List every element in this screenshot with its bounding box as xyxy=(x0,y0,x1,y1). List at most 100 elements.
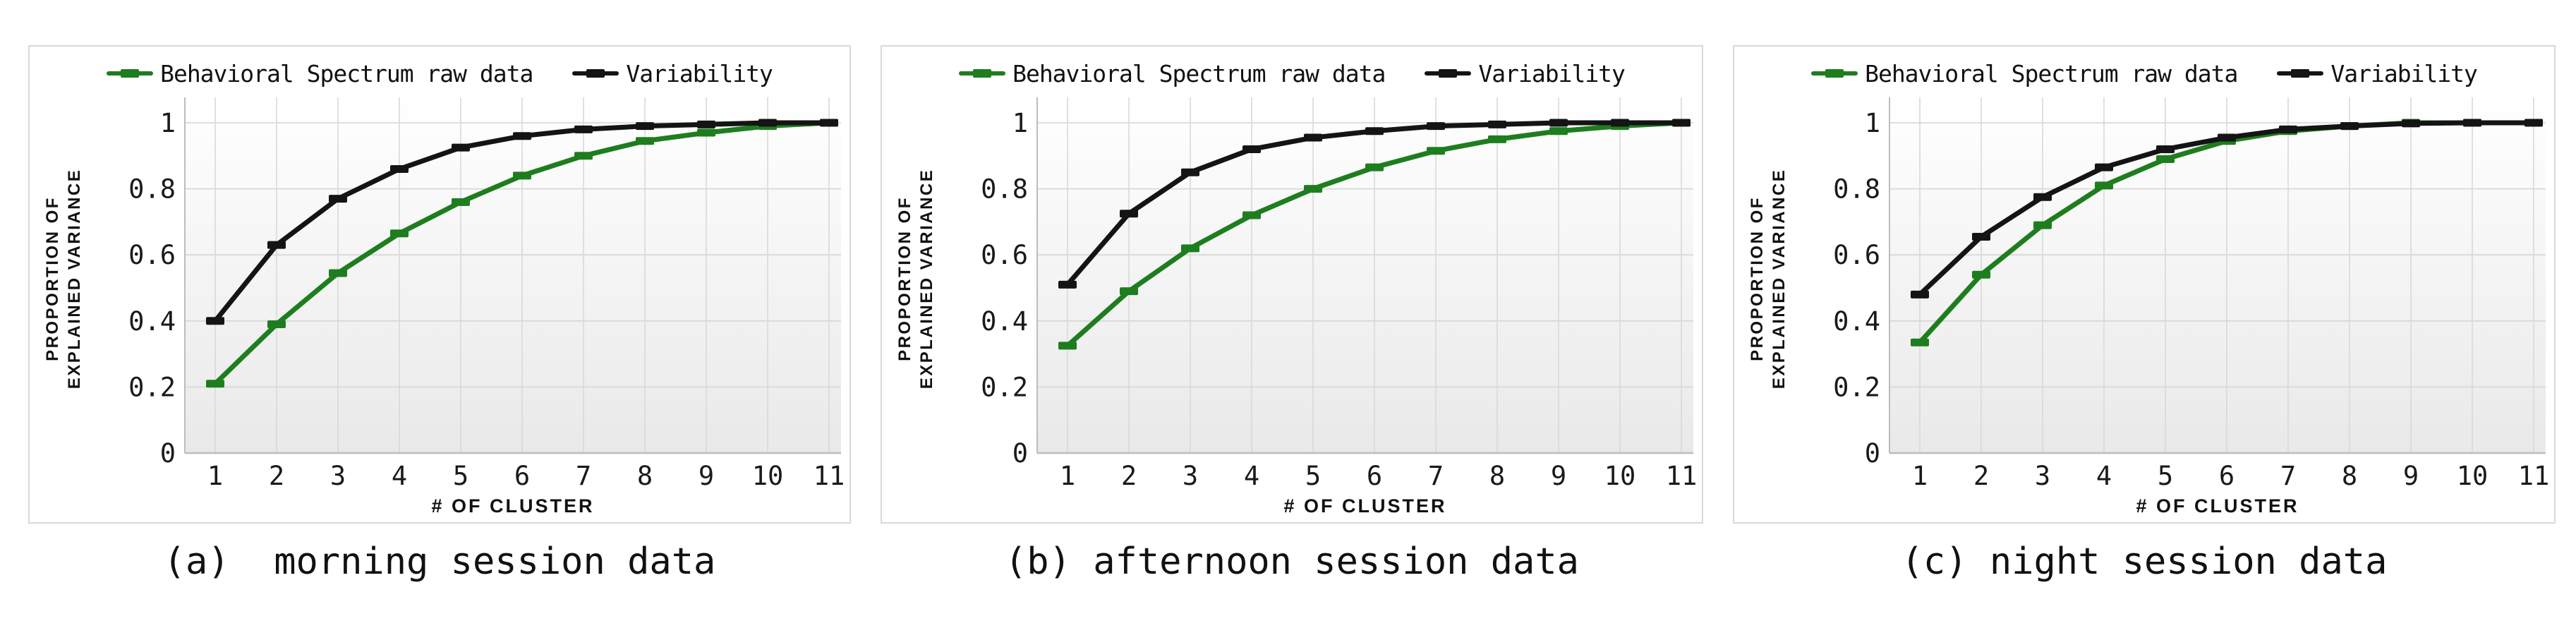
series-marker xyxy=(1120,210,1138,218)
x-tick-label: 6 xyxy=(514,461,530,491)
y-axis-title-line1: PROPORTION OF xyxy=(42,196,62,361)
legend-item-variability: Variability xyxy=(572,60,773,88)
y-tick-label: 0 xyxy=(1865,438,1880,469)
series-marker xyxy=(1058,342,1077,350)
series-marker xyxy=(2095,181,2113,190)
line-chart-afternoon: 00.20.40.60.811 2 3 4 5 6 7 8 9 10 11# OF CLUSTER xyxy=(981,97,1697,515)
caption-morning: (a) morning session data xyxy=(163,541,716,583)
x-tick-label: 2 xyxy=(1121,461,1137,491)
series-marker xyxy=(329,195,347,203)
y-tick-label: 1 xyxy=(1865,108,1880,138)
x-tick-label: 4 xyxy=(1244,461,1259,491)
x-tick-label: 7 xyxy=(2280,461,2296,491)
series-marker xyxy=(1181,244,1199,253)
y-tick-label: 0.8 xyxy=(981,174,1028,205)
y-tick-label: 0.2 xyxy=(128,372,176,402)
x-tick-label: 11 xyxy=(2518,461,2549,491)
series-marker xyxy=(452,143,470,152)
x-tick-label: 9 xyxy=(1551,461,1566,491)
legend-item-behavioral: Behavioral Spectrum raw data xyxy=(107,60,533,88)
series-marker xyxy=(2156,155,2175,163)
y-tick-label: 0.8 xyxy=(128,174,176,205)
x-tick-label: 10 xyxy=(2457,461,2489,491)
y-axis-title: PROPORTION OF EXPLAINED VARIANCE xyxy=(30,92,97,466)
line-chart-morning: 00.20.40.60.811 2 3 4 5 6 7 8 9 10 11# OF CLUSTER xyxy=(128,97,845,515)
series-marker xyxy=(2279,125,2297,133)
chart-panel-morning: Behavioral Spectrum raw data Variability… xyxy=(28,45,851,524)
y-tick-label: 0.4 xyxy=(1833,306,1880,337)
series-marker xyxy=(1911,338,1929,346)
series-marker xyxy=(513,132,531,140)
y-tick-label: 0.2 xyxy=(981,372,1028,402)
series-marker xyxy=(758,119,777,127)
legend-label-behavioral: Behavioral Spectrum raw data xyxy=(1865,59,2238,88)
y-tick-label: 0 xyxy=(160,438,176,469)
x-tick-label: 2 xyxy=(1973,461,1989,491)
plot-background xyxy=(1037,97,1693,453)
y-tick-label: 0.4 xyxy=(128,306,176,337)
x-axis-title: # OF CLUSTER xyxy=(1283,495,1446,515)
series-marker xyxy=(1427,122,1445,131)
chart-area: PROPORTION OF EXPLAINED VARIANCE 0 0.2 0.4… xyxy=(1734,92,2554,515)
series-marker xyxy=(2463,119,2481,127)
y-tick-label: 0 xyxy=(1012,438,1028,469)
series-marker xyxy=(1911,290,1929,299)
series-marker xyxy=(2218,133,2236,142)
series-marker xyxy=(574,125,593,133)
variability-series-swatch-icon xyxy=(572,68,619,78)
x-axis-title: # OF CLUSTER xyxy=(2136,495,2299,515)
series-marker xyxy=(2402,119,2420,128)
x-tick-label: 1 xyxy=(1912,461,1928,491)
y-tick-label: 0.6 xyxy=(1833,240,1880,270)
series-marker xyxy=(697,128,715,137)
series-marker xyxy=(1365,163,1384,171)
caption-night: (c) night session data xyxy=(1901,541,2388,583)
chart-panel-afternoon: Behavioral Spectrum raw data Variability… xyxy=(881,45,1703,524)
y-axis-title: PROPORTION OF EXPLAINED VARIANCE xyxy=(1734,92,1801,466)
legend-label-variability: Variability xyxy=(626,59,773,88)
series-marker xyxy=(1427,147,1445,155)
x-tick-label: 2 xyxy=(269,461,284,491)
series-marker xyxy=(1972,232,1990,241)
chart-panel-night: Behavioral Spectrum raw data Variability… xyxy=(1733,45,2556,524)
panels-row: Behavioral Spectrum raw data Variability… xyxy=(28,45,2556,524)
series-marker xyxy=(1242,211,1261,219)
legend-item-behavioral: Behavioral Spectrum raw data xyxy=(959,60,1386,88)
series-marker xyxy=(1972,270,1990,279)
series-marker xyxy=(1488,135,1506,143)
x-tick-label: 8 xyxy=(2342,461,2357,491)
series-marker xyxy=(267,241,286,249)
captions-row: (a) morning session data (b) afternoon s… xyxy=(0,541,2576,583)
series-marker xyxy=(1365,127,1384,135)
series-marker xyxy=(2340,122,2359,131)
x-tick-label: 3 xyxy=(2035,461,2050,491)
series-marker xyxy=(2095,163,2113,171)
x-tick-label: 10 xyxy=(1604,461,1636,491)
x-tick-label: 4 xyxy=(392,461,407,491)
series-marker xyxy=(1611,119,1629,127)
legend-item-behavioral: Behavioral Spectrum raw data xyxy=(1811,59,2238,88)
x-tick-label: 9 xyxy=(2403,461,2419,491)
legend-label-variability: Variability xyxy=(2330,59,2478,88)
series-marker xyxy=(1488,120,1506,128)
plot-background xyxy=(185,97,841,453)
series-marker xyxy=(452,198,470,206)
series-marker xyxy=(1120,287,1138,296)
x-tick-label: 6 xyxy=(1367,461,1382,491)
legend-item-variability: Variability xyxy=(2277,59,2478,88)
x-tick-label: 1 xyxy=(207,461,223,491)
x-tick-label: 8 xyxy=(637,461,653,491)
x-axis-title: # OF CLUSTER xyxy=(431,495,594,515)
x-tick-label: 9 xyxy=(699,461,714,491)
y-tick-label: 1 xyxy=(1012,108,1028,138)
series-marker xyxy=(574,152,593,160)
series-marker xyxy=(206,380,224,388)
y-axis-title-line2: EXPLAINED VARIANCE xyxy=(64,168,84,390)
y-tick-label: 0.2 xyxy=(1833,372,1880,402)
caption-afternoon: (b) afternoon session data xyxy=(1005,541,1579,583)
series-marker xyxy=(1549,119,1568,127)
legend: Behavioral Spectrum raw data Variability xyxy=(1734,59,2554,88)
series-marker xyxy=(1181,168,1199,176)
y-axis-title: PROPORTION OF EXPLAINED VARIANCE xyxy=(882,92,949,466)
